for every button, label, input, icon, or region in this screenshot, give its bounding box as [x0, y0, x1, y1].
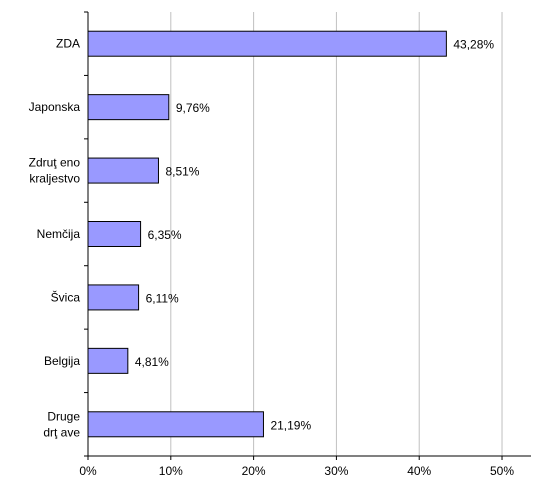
data-label: 6,35% [148, 228, 182, 242]
bar [87, 94, 170, 121]
bar [87, 30, 447, 57]
x-tick-label: 10% [159, 464, 183, 478]
bar [87, 221, 142, 247]
data-label: 21,19% [270, 418, 311, 432]
bar [87, 411, 264, 438]
data-labels: 43,28% 9,76% 8,51% 6,35% 6,11% 4,81% 21,19% [135, 38, 495, 433]
category-label: Japonska [29, 100, 81, 114]
data-label: 8,51% [165, 165, 199, 179]
x-tick-label: 30% [324, 464, 348, 478]
category-label: Belgija [44, 354, 80, 368]
x-tick-label: 50% [490, 464, 514, 478]
category-label: kraljestvo [29, 172, 80, 186]
data-label: 43,28% [453, 38, 494, 52]
data-label: 6,11% [146, 291, 179, 305]
bar [87, 347, 129, 374]
data-label: 4,81% [135, 355, 169, 369]
bar [87, 284, 140, 311]
category-label: Druge [47, 409, 80, 423]
x-tick-label: 20% [242, 464, 266, 478]
category-label: drţ ave [43, 425, 80, 439]
x-tick-label: 0% [79, 464, 97, 478]
x-axis-tick-labels: 0% 10% 20% 30% 40% 50% [79, 464, 514, 478]
gridlines [170, 12, 503, 456]
category-label: Zdruţ eno [29, 156, 81, 170]
category-label: Švica [51, 289, 81, 304]
bars [87, 30, 447, 438]
bar [87, 157, 159, 184]
category-label: Nemčija [37, 227, 81, 241]
data-label: 9,76% [176, 101, 210, 115]
y-axis-category-labels: ZDA Japonska Zdruţ eno kraljestvo Nemčija Švi… [29, 37, 81, 440]
axes [84, 11, 531, 460]
x-tick-label: 40% [407, 464, 431, 478]
category-label: ZDA [56, 37, 80, 51]
